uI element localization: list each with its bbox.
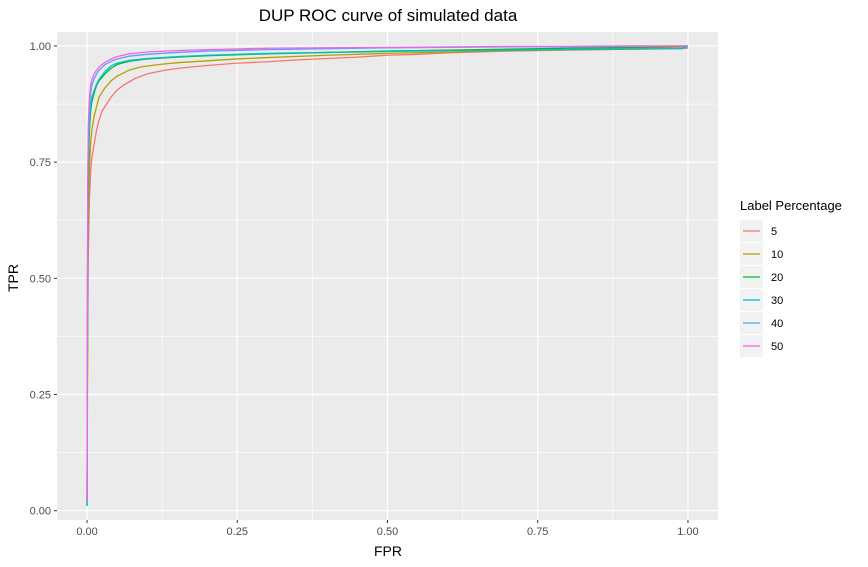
x-tick-label: 0.00 xyxy=(76,526,97,538)
series-line-50 xyxy=(86,45,688,502)
x-tick-label: 0.50 xyxy=(377,526,398,538)
x-axis-title: FPR xyxy=(374,543,402,559)
series-lines xyxy=(86,45,689,507)
y-tick-label: 0.50 xyxy=(30,273,51,285)
legend-label-5: 5 xyxy=(771,226,777,238)
legend-items: 5 10 20 30 40 50 xyxy=(740,220,783,357)
legend-title: Label Percentage xyxy=(740,198,842,213)
y-axis-title: TPR xyxy=(5,264,21,292)
series-line-10 xyxy=(86,46,688,502)
legend: Label Percentage 5 10 20 30 40 50 xyxy=(740,198,842,357)
legend-label-30: 30 xyxy=(771,295,783,307)
x-tick-label: 1.00 xyxy=(677,526,698,538)
y-tick-label: 0.25 xyxy=(30,390,51,402)
legend-label-40: 40 xyxy=(771,318,783,330)
legend-label-10: 10 xyxy=(771,249,783,261)
major-gridlines xyxy=(57,32,718,520)
legend-label-50: 50 xyxy=(771,341,783,353)
series-line-30 xyxy=(86,45,689,507)
series-line-5 xyxy=(86,47,688,502)
chart-title: DUP ROC curve of simulated data xyxy=(259,6,518,25)
x-tick-label: 0.25 xyxy=(227,526,248,538)
y-tick-label: 0.00 xyxy=(30,506,51,518)
x-axis-ticks: 0.00 0.25 0.50 0.75 1.00 xyxy=(76,520,699,538)
y-tick-label: 0.75 xyxy=(30,157,51,169)
x-tick-label: 0.75 xyxy=(527,526,548,538)
y-axis-ticks: 0.00 0.25 0.50 0.75 1.00 xyxy=(30,41,57,518)
y-tick-label: 1.00 xyxy=(30,41,51,53)
legend-label-20: 20 xyxy=(771,272,783,284)
